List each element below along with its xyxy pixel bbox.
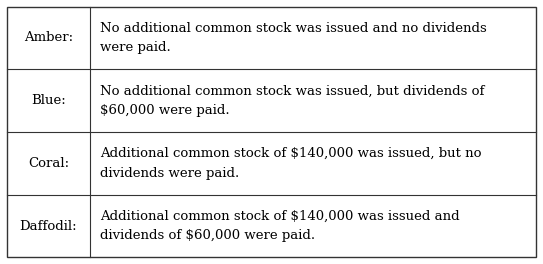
Text: were paid.: were paid. <box>100 41 171 54</box>
Text: Amber:: Amber: <box>24 31 73 44</box>
Text: Additional common stock of $140,000 was issued, but no: Additional common stock of $140,000 was … <box>100 147 482 160</box>
Text: $60,000 were paid.: $60,000 were paid. <box>100 104 230 117</box>
Text: dividends of $60,000 were paid.: dividends of $60,000 were paid. <box>100 229 315 242</box>
Text: No additional common stock was issued and no dividends: No additional common stock was issued an… <box>100 22 487 35</box>
Text: Additional common stock of $140,000 was issued and: Additional common stock of $140,000 was … <box>100 210 460 223</box>
Text: dividends were paid.: dividends were paid. <box>100 167 239 180</box>
Text: Daffodil:: Daffodil: <box>20 220 77 233</box>
Text: Blue:: Blue: <box>31 94 66 107</box>
Text: No additional common stock was issued, but dividends of: No additional common stock was issued, b… <box>100 84 484 97</box>
Text: Coral:: Coral: <box>28 157 69 170</box>
